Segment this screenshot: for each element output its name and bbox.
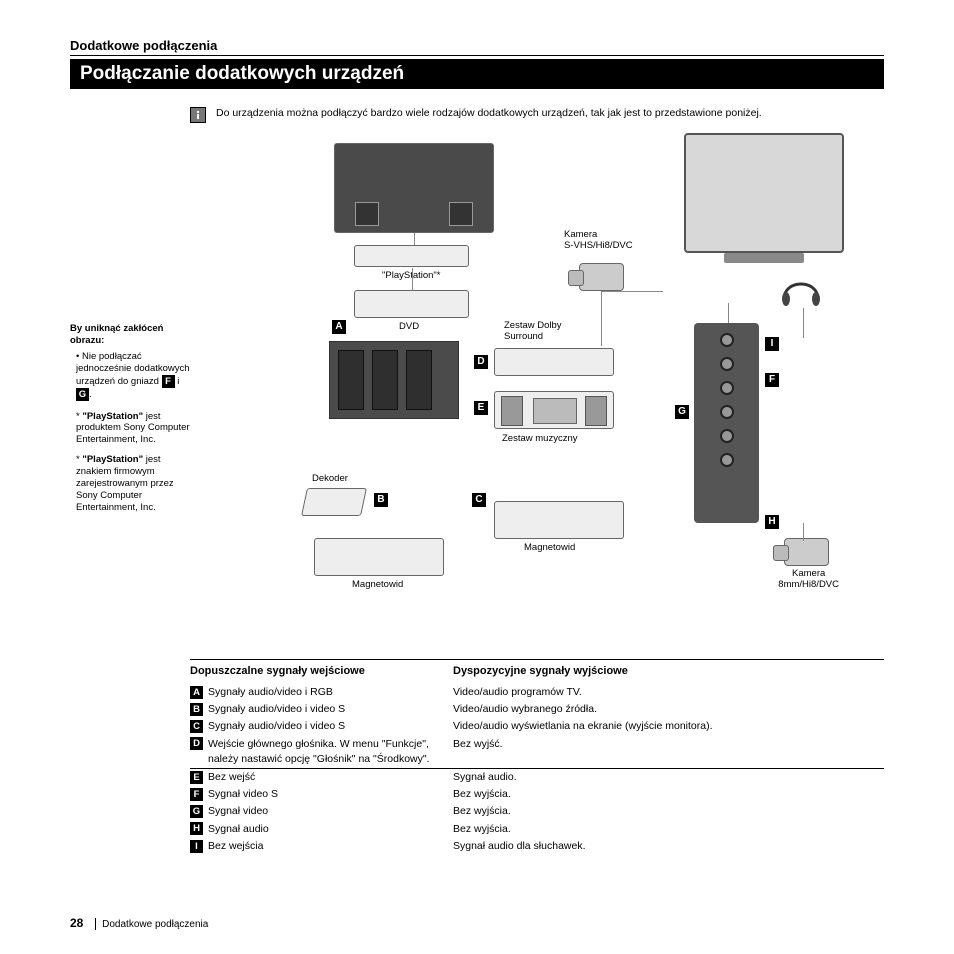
tv-front (684, 133, 844, 253)
section-header: Dodatkowe podłączenia (70, 38, 884, 56)
vcr-right (494, 501, 624, 539)
cell-input: Sygnały audio/video i video S (208, 701, 453, 718)
label-dvd: DVD (399, 321, 419, 332)
page-number: 28 (70, 916, 83, 930)
letter-f: F (765, 373, 779, 387)
cell-output: Bez wyjść. (453, 736, 884, 769)
cell-input: Sygnał video S (208, 786, 453, 803)
label-music: Zestaw muzyczny (502, 433, 578, 444)
letter-i-icon: I (190, 840, 203, 853)
tv-stand (724, 253, 804, 263)
main-area: By uniknąć zakłóceń obrazu: Nie podłącza… (70, 143, 884, 653)
tv-rear (334, 143, 494, 233)
table-row: F Sygnał video SBez wyjścia. (190, 786, 884, 803)
cell-output: Video/audio wybranego źródła. (453, 701, 884, 718)
letter-h: H (765, 515, 779, 529)
table-col1: Dopuszczalne sygnały wejściowe (190, 664, 453, 684)
letter-d-icon: D (190, 737, 203, 750)
letter-c-icon: C (190, 720, 203, 733)
letter-f-icon: F (162, 375, 175, 388)
cell-output: Sygnał audio. (453, 769, 884, 786)
signal-table: Dopuszczalne sygnały wejściowe Dyspozycy… (190, 664, 884, 855)
music-set (494, 391, 614, 429)
cell-output: Bez wyjścia. (453, 786, 884, 803)
table-row: I Bez wejściaSygnał audio dla słuchawek. (190, 838, 884, 855)
vcr-left (314, 538, 444, 576)
page-footer: 28 Dodatkowe podłączenia (70, 916, 208, 930)
jack-panel (694, 323, 759, 523)
label-camera-svhs: Kamera S-VHS/Hi8/DVC (564, 229, 633, 251)
intro-text: Do urządzenia można podłączyć bardzo wie… (216, 107, 762, 121)
sidebar-title: By uniknąć zakłóceń obrazu: (70, 323, 190, 347)
letter-b: B (374, 493, 388, 507)
letter-b-icon: B (190, 703, 203, 716)
letter-d: D (474, 355, 488, 369)
table-row: D Wejście głównego głośnika. W menu "Funk… (190, 736, 884, 769)
label-vcr-left: Magnetowid (352, 579, 403, 590)
camcorder-8mm (784, 538, 829, 566)
cell-output: Bez wyjścia. (453, 821, 884, 838)
cell-input: Wejście głównego głośnika. W menu "Funkc… (208, 736, 453, 769)
footer-text: Dodatkowe podłączenia (102, 919, 208, 930)
letter-e-icon: E (190, 771, 203, 784)
dolby-set (494, 348, 614, 376)
letter-g: G (675, 405, 689, 419)
cell-input: Bez wejścia (208, 838, 453, 855)
table-row: H Sygnał audioBez wyjścia. (190, 821, 884, 838)
cell-input: Sygnały audio/video i RGB (208, 684, 453, 701)
letter-g-icon: G (190, 805, 203, 818)
cell-output: Sygnał audio dla słuchawek. (453, 838, 884, 855)
label-decoder: Dekoder (312, 473, 348, 484)
letter-a-icon: A (190, 686, 203, 699)
info-icon (190, 107, 206, 123)
table-row: E Bez wejśćSygnał audio. (190, 769, 884, 786)
intro-row: Do urządzenia można podłączyć bardzo wie… (190, 107, 884, 123)
table-row: C Sygnały audio/video i video SVideo/audi… (190, 718, 884, 735)
cell-output: Bez wyjścia. (453, 803, 884, 820)
label-dolby: Zestaw Dolby Surround (504, 320, 562, 342)
page-title: Podłączanie dodatkowych urządzeń (70, 59, 884, 89)
table-row: A Sygnały audio/video i RGBVideo/audio pr… (190, 684, 884, 701)
cell-output: Video/audio wyświetlania na ekranie (wyj… (453, 718, 884, 735)
headphones-icon (778, 269, 824, 309)
sidebar: By uniknąć zakłóceń obrazu: Nie podłącza… (70, 143, 190, 653)
cell-input: Bez wejść (208, 769, 453, 786)
table-row: G Sygnał videoBez wyjścia. (190, 803, 884, 820)
sidebar-note-2: * "PlayStation" jest znakiem firmowym za… (70, 454, 190, 513)
cell-input: Sygnał video (208, 803, 453, 820)
scart-panel (329, 341, 459, 419)
cell-input: Sygnał audio (208, 821, 453, 838)
letter-f-icon: F (190, 788, 203, 801)
label-vcr-right: Magnetowid (524, 542, 575, 553)
table-row: B Sygnały audio/video i video SVideo/audi… (190, 701, 884, 718)
sidebar-bullet: Nie podłączać jednocześnie dodatkowych u… (76, 351, 190, 401)
camcorder-svhs (579, 263, 624, 291)
cell-input: Sygnały audio/video i video S (208, 718, 453, 735)
connection-diagram: Kamera S-VHS/Hi8/DVC "PlayStation"* DVD … (204, 143, 884, 653)
letter-a: A (332, 320, 346, 334)
decoder (301, 488, 367, 516)
signal-table-section: Dopuszczalne sygnały wejściowe Dyspozycy… (190, 659, 884, 855)
label-camera-8mm: Kamera 8mm/Hi8/DVC (778, 568, 839, 590)
letter-h-icon: H (190, 822, 203, 835)
sidebar-note-1: * "PlayStation" jest produktem Sony Comp… (70, 411, 190, 447)
dvd (354, 290, 469, 318)
letter-c: C (472, 493, 486, 507)
letter-i: I (765, 337, 779, 351)
letter-e: E (474, 401, 488, 415)
playstation (354, 245, 469, 267)
cell-output: Video/audio programów TV. (453, 684, 884, 701)
letter-g-icon: G (76, 388, 89, 401)
table-col2: Dyspozycyjne sygnały wyjściowe (453, 664, 884, 684)
